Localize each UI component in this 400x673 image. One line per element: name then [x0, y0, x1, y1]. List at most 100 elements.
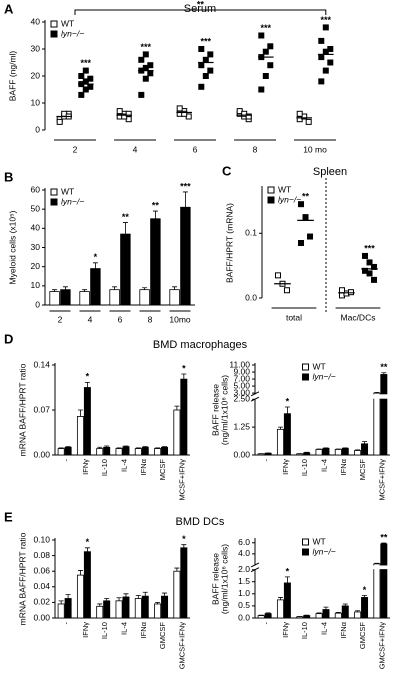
- y-tick-label: 0: [35, 124, 40, 134]
- y-tick-label: 40: [31, 16, 41, 26]
- significance: *: [94, 252, 98, 262]
- x-tick-label: IL-4: [119, 459, 128, 472]
- x-tick-label: IL-4: [119, 622, 128, 635]
- bar: [354, 450, 362, 456]
- bar: [83, 551, 91, 619]
- bar: [373, 563, 381, 619]
- x-tick-label: IFNγ: [81, 459, 90, 475]
- x-tick-label: 8: [148, 314, 153, 324]
- bar: [173, 409, 181, 456]
- y-tick-label: 0.1: [245, 228, 257, 238]
- error-bar: [135, 447, 141, 449]
- legend-label: lyn−/−: [278, 194, 301, 204]
- error-bar: [123, 593, 129, 597]
- significance: ***: [261, 23, 272, 33]
- error-bar: [374, 562, 380, 564]
- break-mark: [250, 391, 260, 397]
- error-bar: [142, 446, 148, 448]
- bar: [322, 447, 330, 456]
- data-point: [138, 56, 145, 63]
- error-bar: [112, 286, 118, 290]
- data-point: [245, 113, 252, 120]
- panel-title: BMD DCs: [176, 516, 225, 528]
- legend-swatch: [302, 548, 309, 556]
- data-point: [181, 110, 188, 117]
- bar: [296, 616, 304, 619]
- bar: [161, 595, 169, 619]
- y-tick-label: 0.00: [33, 449, 50, 459]
- bar: [315, 449, 323, 456]
- axis-break: [251, 394, 390, 399]
- y-tick-label: 0.14: [33, 359, 50, 369]
- significance: ***: [81, 58, 92, 68]
- bar: [283, 413, 291, 456]
- data-point: [116, 108, 123, 115]
- legend-label: WT: [313, 361, 326, 371]
- bar: [180, 206, 191, 306]
- bar: [283, 582, 291, 619]
- break-mark: [250, 567, 260, 573]
- significance: *: [286, 566, 290, 576]
- significance: **: [152, 200, 160, 210]
- x-tick-label: Mac/DCs: [341, 312, 376, 322]
- bar: [354, 611, 362, 619]
- bar: [334, 612, 342, 619]
- error-bar: [381, 542, 387, 544]
- data-point: [176, 105, 183, 112]
- y-tick-label: 2.0: [238, 564, 250, 574]
- data-point: [198, 83, 205, 90]
- data-point: [198, 46, 205, 52]
- y-axis-label: BAFF (ng/ml): [7, 51, 17, 102]
- data-point: [298, 240, 305, 246]
- data-point: [147, 62, 154, 69]
- bar: [361, 443, 369, 456]
- legend-label: lyn−/−: [61, 196, 84, 206]
- x-tick-label: IFNγ: [281, 622, 290, 638]
- y-tick-label: 50: [31, 203, 41, 213]
- bar: [150, 218, 161, 306]
- x-tick-label: total: [286, 312, 302, 322]
- bar: [139, 289, 150, 306]
- data-point: [142, 75, 149, 82]
- data-point: [283, 287, 290, 294]
- data-point: [258, 86, 265, 93]
- bar: [173, 570, 181, 619]
- x-tick-label: -: [262, 622, 271, 625]
- y-axis-label: mRNA BAFF/HPRT ratio: [17, 532, 27, 625]
- y-tick-label: 60: [31, 184, 41, 194]
- axis-break: [251, 565, 390, 570]
- x-tick-label: IL-4: [319, 622, 328, 635]
- panel-letter: E: [4, 509, 13, 524]
- x-tick-label: MCSF: [158, 459, 167, 481]
- significance: **: [302, 192, 310, 202]
- bar: [264, 452, 272, 456]
- bar: [334, 449, 342, 456]
- significance: *: [182, 363, 186, 373]
- legend-label: WT: [278, 184, 291, 194]
- error-bar: [355, 610, 361, 612]
- bar: [60, 289, 71, 306]
- data-point: [202, 73, 209, 79]
- bar: [103, 446, 111, 456]
- error-bar: [84, 381, 90, 388]
- x-tick-label: MCSF: [358, 459, 367, 481]
- bar: [109, 289, 120, 306]
- legend-swatch: [267, 196, 275, 204]
- significance: ***: [180, 181, 191, 191]
- x-tick-label: 4: [133, 144, 138, 154]
- y-tick-label: 40: [31, 223, 41, 233]
- error-bar: [84, 547, 90, 552]
- bar: [154, 448, 162, 456]
- data-point: [302, 214, 309, 221]
- legend-swatch: [302, 373, 309, 381]
- x-tick-label: 4: [88, 314, 93, 324]
- significance: **: [122, 212, 130, 222]
- y-tick-label: 9.00: [233, 366, 250, 376]
- bar: [76, 416, 84, 456]
- x-tick-label: IFNγ: [281, 459, 290, 475]
- bar: [57, 448, 65, 456]
- x-tick-label: IL-10: [100, 622, 109, 639]
- significance: ***: [364, 243, 375, 253]
- error-bar: [265, 612, 271, 614]
- y-tick-label: 5.00: [233, 380, 250, 390]
